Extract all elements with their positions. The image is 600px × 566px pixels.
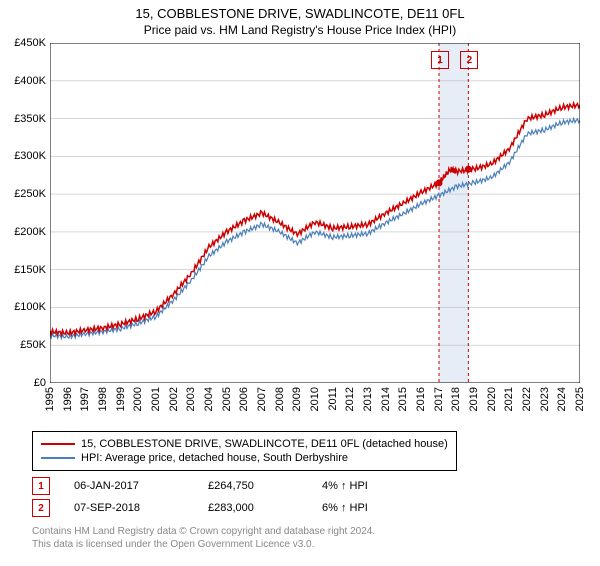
- legend-swatch: [41, 443, 75, 445]
- y-tick-label: £350K: [0, 113, 46, 125]
- sale-row: 1 06-JAN-2017 £264,750 4% ↑ HPI: [32, 477, 592, 495]
- line-chart: [50, 43, 580, 383]
- footer-line1: Contains HM Land Registry data © Crown c…: [32, 525, 592, 538]
- y-tick-label: £100K: [0, 301, 46, 313]
- x-tick-label: 2000: [132, 387, 144, 411]
- x-tick-label: 1998: [97, 387, 109, 411]
- sale-price: £264,750: [208, 480, 298, 492]
- chart-area: £0£50K£100K£150K£200K£250K£300K£350K£400…: [50, 43, 580, 383]
- x-tick-label: 2013: [362, 387, 374, 411]
- x-tick-label: 1999: [115, 387, 127, 411]
- x-tick-label: 2023: [539, 387, 551, 411]
- sale-delta-hpi: 6% ↑ HPI: [322, 502, 368, 514]
- y-tick-label: £0: [0, 377, 46, 389]
- x-tick-label: 2017: [433, 387, 445, 411]
- sales-table: 1 06-JAN-2017 £264,750 4% ↑ HPI 2 07-SEP-2018…: [32, 477, 592, 517]
- legend-label: 15, COBBLESTONE DRIVE, SWADLINCOTE, DE11…: [81, 438, 448, 450]
- x-tick-label: 2009: [291, 387, 303, 411]
- sale-row: 2 07-SEP-2018 £283,000 6% ↑ HPI: [32, 499, 592, 517]
- x-tick-label: 2020: [486, 387, 498, 411]
- x-tick-label: 1997: [79, 387, 91, 411]
- y-tick-label: £50K: [0, 339, 46, 351]
- x-tick-label: 2002: [168, 387, 180, 411]
- y-tick-label: £400K: [0, 75, 46, 87]
- x-tick-label: 2006: [238, 387, 250, 411]
- sale-marker-icon: 2: [32, 499, 50, 517]
- x-tick-label: 2008: [274, 387, 286, 411]
- x-tick-label: 2004: [203, 387, 215, 411]
- footer-line2: This data is licensed under the Open Gov…: [32, 538, 592, 551]
- sale-marker-1: 1: [431, 51, 449, 69]
- x-tick-label: 2005: [221, 387, 233, 411]
- x-axis-labels: 1995199619971998199920002001200220032004…: [50, 383, 580, 427]
- legend-row: HPI: Average price, detached house, Sout…: [41, 452, 448, 464]
- x-tick-label: 2003: [185, 387, 197, 411]
- sale-date: 07-SEP-2018: [74, 502, 184, 514]
- y-tick-label: £250K: [0, 188, 46, 200]
- x-tick-label: 2024: [556, 387, 568, 411]
- sale-date: 06-JAN-2017: [74, 480, 184, 492]
- legend-label: HPI: Average price, detached house, Sout…: [81, 452, 348, 464]
- x-tick-label: 1996: [62, 387, 74, 411]
- y-tick-label: £450K: [0, 37, 46, 49]
- x-tick-label: 2016: [415, 387, 427, 411]
- footer-attribution: Contains HM Land Registry data © Crown c…: [32, 525, 592, 551]
- legend-swatch: [41, 457, 75, 459]
- sale-delta-hpi: 4% ↑ HPI: [322, 480, 368, 492]
- chart-title: 15, COBBLESTONE DRIVE, SWADLINCOTE, DE11…: [0, 6, 600, 21]
- x-tick-label: 2025: [574, 387, 586, 411]
- x-tick-label: 1995: [44, 387, 56, 411]
- x-tick-label: 2021: [503, 387, 515, 411]
- legend-row: 15, COBBLESTONE DRIVE, SWADLINCOTE, DE11…: [41, 438, 448, 450]
- x-tick-label: 2012: [344, 387, 356, 411]
- x-tick-label: 2007: [256, 387, 268, 411]
- sale-marker-icon: 1: [32, 477, 50, 495]
- y-tick-label: £200K: [0, 226, 46, 238]
- y-tick-label: £150K: [0, 264, 46, 276]
- legend: 15, COBBLESTONE DRIVE, SWADLINCOTE, DE11…: [32, 431, 457, 471]
- sale-marker-2: 2: [460, 51, 478, 69]
- x-tick-label: 2014: [380, 387, 392, 411]
- x-tick-label: 2011: [327, 387, 339, 411]
- x-tick-label: 2015: [397, 387, 409, 411]
- x-tick-label: 2018: [450, 387, 462, 411]
- x-tick-label: 2010: [309, 387, 321, 411]
- chart-subtitle: Price paid vs. HM Land Registry's House …: [0, 23, 600, 37]
- x-tick-label: 2019: [468, 387, 480, 411]
- x-tick-label: 2022: [521, 387, 533, 411]
- sale-price: £283,000: [208, 502, 298, 514]
- x-tick-label: 2001: [150, 387, 162, 411]
- y-tick-label: £300K: [0, 150, 46, 162]
